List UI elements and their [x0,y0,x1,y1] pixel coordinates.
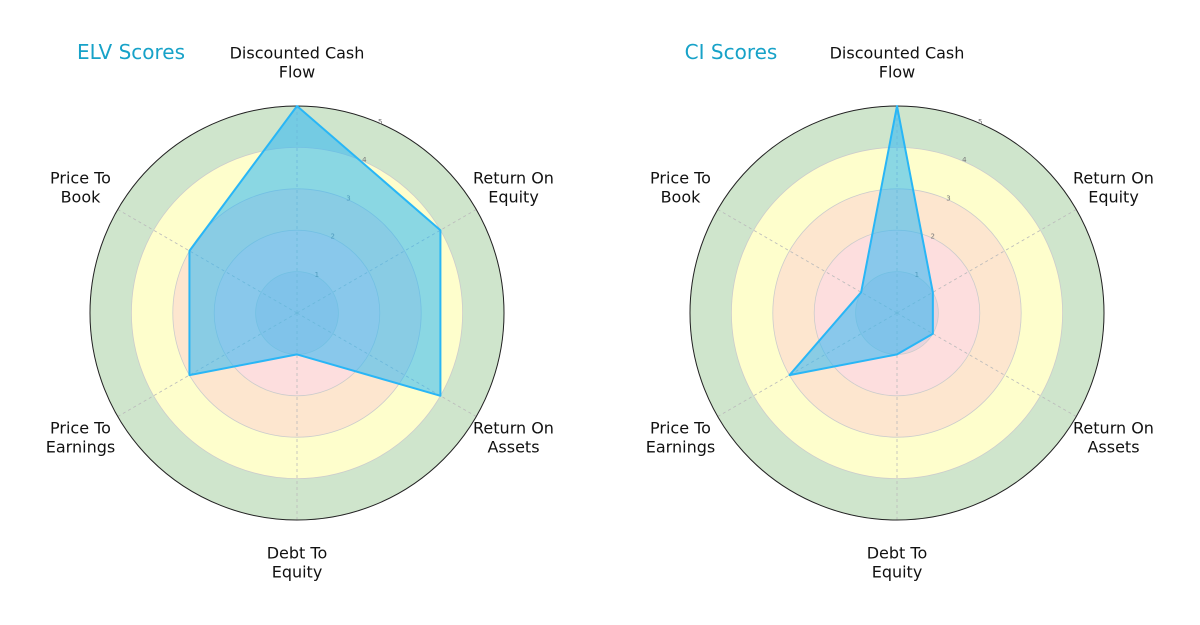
axis-label: Return On Equity [473,168,554,206]
r-tick-label: 4 [962,156,967,164]
axis-label: Return On Equity [1073,168,1154,206]
axis-label: Debt To Equity [267,543,328,581]
r-tick-label: 3 [946,194,950,202]
r-tick-label: 5 [378,118,382,126]
spoke [717,209,898,314]
chart-title: ELV Scores [77,40,185,64]
radar-area [788,105,934,377]
axis-label: Discounted Cash Flow [230,43,365,81]
r-tick-label: 4 [362,156,367,164]
radar-area [188,105,442,397]
axis-label: Return On Assets [473,418,554,456]
chart-title: CI Scores [685,40,778,64]
axis-label: Discounted Cash Flow [830,43,965,81]
spoke [896,209,1077,314]
axis-label: Return On Assets [1073,418,1154,456]
r-tick-label: 2 [930,233,934,241]
axis-label: Price To Book [50,168,111,206]
spoke [896,312,1077,417]
axis-label: Price To Book [650,168,711,206]
axis-label: Price To Earnings [646,418,715,456]
axis-label: Debt To Equity [867,543,928,581]
axis-label: Price To Earnings [46,418,115,456]
r-tick-label: 5 [978,118,982,126]
